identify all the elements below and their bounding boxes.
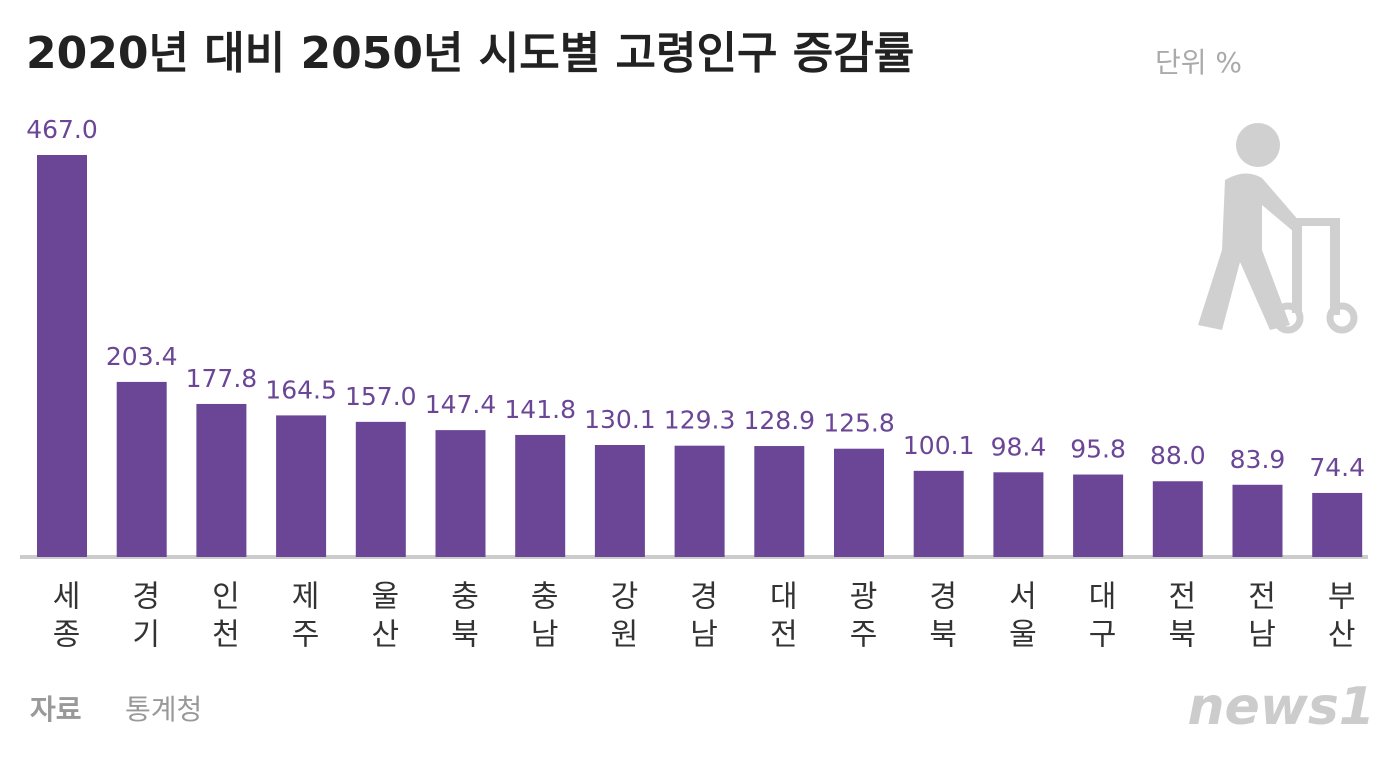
bar: [37, 155, 87, 557]
value-label: 157.0: [345, 382, 417, 411]
bar: [594, 445, 645, 557]
chart-title: 2020년 대비 2050년 시도별 고령인구 증감률: [26, 28, 914, 79]
bar: [993, 472, 1044, 557]
bar: [196, 403, 247, 557]
value-label: 141.8: [504, 395, 576, 424]
x-tick-label: 세종: [46, 580, 81, 656]
bar: [913, 470, 964, 557]
x-tick-label: 제주: [285, 580, 320, 656]
bar: [435, 430, 486, 557]
x-tick-label: 서울: [1002, 580, 1037, 656]
value-label: 130.1: [584, 405, 656, 434]
value-label: 125.8: [823, 409, 895, 438]
bar: [276, 415, 327, 557]
x-tick-label: 전북: [1161, 580, 1196, 656]
x-tick-label: 강원: [603, 580, 638, 656]
elderly-icon: [1198, 123, 1358, 334]
bar: [1312, 492, 1363, 557]
bar: [355, 421, 406, 557]
x-tick-label: 경기: [125, 580, 160, 656]
source: 통계청: [125, 693, 202, 726]
bar: [1073, 474, 1124, 557]
x-tick-label: 대구: [1082, 580, 1117, 656]
x-tick-label: 광주: [843, 580, 878, 656]
bar: [1232, 484, 1283, 557]
x-tick-label: 충남: [524, 580, 559, 656]
value-label: 129.3: [664, 406, 736, 435]
x-tick-label: 충북: [444, 580, 479, 656]
value-label: 177.8: [186, 364, 258, 393]
source-label: 자료: [30, 693, 82, 726]
value-label: 147.4: [425, 390, 497, 419]
value-label: 88.0: [1150, 441, 1206, 470]
value-label: 164.5: [265, 375, 337, 404]
unit-label: 단위 %: [1155, 46, 1242, 79]
value-label: 467.0: [26, 115, 98, 144]
value-label: 203.4: [106, 342, 178, 371]
x-tick-label: 전남: [1241, 580, 1276, 656]
bar: [116, 381, 167, 557]
bar: [1152, 481, 1203, 557]
bar: [834, 448, 884, 557]
x-tick-label: 울산: [364, 580, 399, 656]
value-label: 83.9: [1230, 445, 1286, 474]
x-tick-label: 인천: [205, 580, 240, 656]
value-label: 98.4: [991, 432, 1047, 461]
value-label: 100.1: [903, 431, 975, 460]
value-label: 128.9: [744, 406, 816, 435]
bar: [515, 434, 566, 557]
x-tick-label: 경남: [683, 580, 718, 656]
x-tick-label: 경북: [922, 580, 957, 656]
x-tick-label: 부산: [1321, 580, 1356, 656]
logo: news1: [1188, 677, 1375, 737]
value-label: 95.8: [1070, 435, 1126, 464]
bar: [674, 445, 725, 557]
value-label: 74.4: [1309, 453, 1365, 482]
x-tick-label: 대전: [763, 580, 798, 656]
bar: [754, 446, 805, 557]
